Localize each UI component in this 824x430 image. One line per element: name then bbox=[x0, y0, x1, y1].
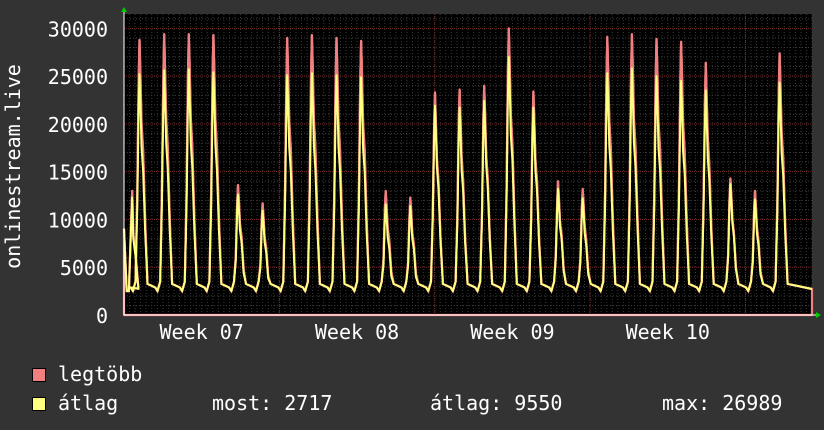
x-tick-label: Week 09 bbox=[470, 320, 554, 344]
x-axis-arrow-icon bbox=[816, 312, 821, 318]
legend-maximum-value: max: 26989 bbox=[662, 391, 783, 415]
legend-current-value: most: 2717 bbox=[212, 391, 333, 415]
series-avg-line bbox=[123, 56, 813, 293]
x-tick-label: Week 08 bbox=[315, 320, 399, 344]
x-tick-label: Week 07 bbox=[160, 320, 244, 344]
y-tick-label: 25000 bbox=[48, 65, 108, 89]
legend-swatch-avg bbox=[32, 397, 46, 411]
y-axis-title: onlinestream.live bbox=[1, 64, 25, 269]
x-tick-label: Week 10 bbox=[626, 320, 710, 344]
y-tick-label: 30000 bbox=[48, 17, 108, 41]
legend-label-avg: átlag bbox=[58, 391, 119, 415]
y-axis-arrow-icon bbox=[121, 7, 127, 12]
y-tick-label: 15000 bbox=[48, 161, 108, 185]
y-tick-label: 10000 bbox=[48, 208, 108, 232]
legend-swatch-max bbox=[32, 368, 46, 382]
legend-average-value: átlag: 9550 bbox=[430, 391, 563, 415]
y-tick-label: 20000 bbox=[48, 113, 108, 137]
y-tick-label: 5000 bbox=[60, 256, 108, 280]
y-tick-label: 0 bbox=[96, 304, 108, 328]
legend-label-max: legtöbb bbox=[58, 362, 143, 386]
